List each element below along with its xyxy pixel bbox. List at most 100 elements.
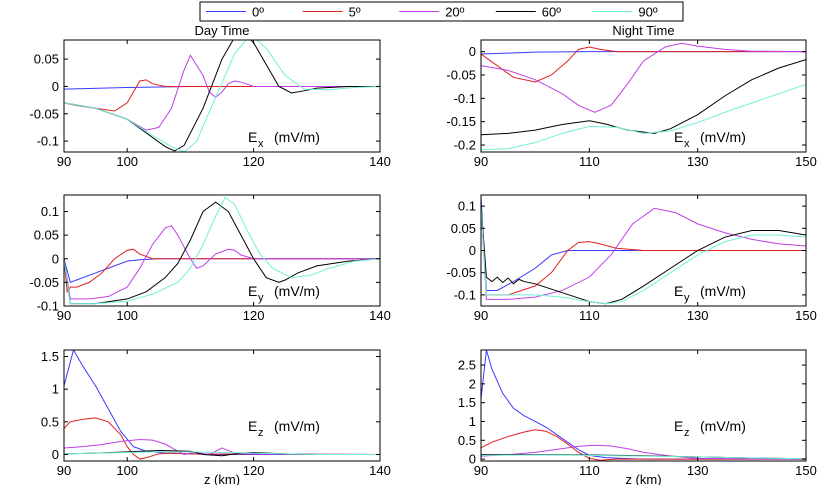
component-subscript: y: [684, 292, 690, 304]
y-tick-label: 0.05: [451, 221, 476, 236]
x-tick-label: 140: [369, 154, 391, 169]
x-tick-label: 100: [116, 154, 138, 169]
plot-frame: [480, 349, 807, 462]
x-tick-label: 90: [474, 154, 488, 169]
legend-label: 90º: [638, 5, 657, 20]
component-symbol: E: [248, 283, 257, 299]
series-group: [64, 350, 380, 460]
component-symbol: E: [248, 129, 257, 145]
component-unit: (mV/m): [274, 129, 320, 145]
panel-3: 90 100 120 140 0.1 0.05 0 -0.05 -0.1 E y (mV/m): [29, 194, 391, 323]
y-tick-label: -0.05: [29, 275, 59, 290]
y-tick-label: 1.5: [458, 395, 476, 410]
plot-frame: [63, 194, 381, 307]
component-unit: (mV/m): [274, 418, 320, 434]
y-tick-label: 0: [52, 251, 59, 266]
x-tick-label: 90: [57, 463, 71, 478]
y-tick-label: -0.05: [446, 265, 476, 280]
y-tick-label: 1: [52, 382, 59, 397]
y-tick-label: 0: [469, 243, 476, 258]
component-subscript: x: [684, 138, 690, 150]
panel-title: Night Time: [612, 23, 674, 38]
y-tick-label: 1.5: [41, 349, 59, 364]
y-tick-label: -0.1: [454, 287, 476, 302]
y-tick-label: 0: [52, 447, 59, 462]
component-symbol: E: [248, 418, 257, 434]
component-symbol: E: [674, 418, 683, 434]
legend-label: 60º: [542, 5, 561, 20]
series-line-4: [481, 206, 806, 305]
x-tick-label: 140: [369, 308, 391, 323]
x-tick-label: 140: [369, 463, 391, 478]
panel-5: 90 100 120 140 1.5 1 0.5 0 E z (mV/m) z (km): [41, 349, 391, 485]
series-line-3: [481, 206, 806, 300]
x-tick-label: 110: [579, 154, 600, 169]
x-tick-label: 90: [474, 308, 488, 323]
series-line-2: [481, 46, 806, 83]
legend-entry: 5º: [302, 5, 361, 20]
y-tick-label: -0.05: [29, 106, 59, 121]
x-tick-label: 150: [795, 154, 817, 169]
y-tick-label: 0: [52, 79, 59, 94]
y-tick-label: 0.5: [458, 433, 476, 448]
component-symbol: E: [674, 129, 683, 145]
plot-frame: [480, 39, 807, 153]
x-tick-label: 150: [795, 308, 817, 323]
panel-2: 90 110 130 150 0 -0.05 -0.1 -0.15 -0.2 Night Time…: [446, 23, 816, 169]
y-tick-label: 0.1: [458, 199, 476, 214]
y-tick-label: 0: [469, 44, 476, 59]
x-axis-label: z (km): [204, 472, 240, 485]
x-tick-label: 130: [687, 308, 709, 323]
x-tick-label: 100: [116, 308, 138, 323]
series-line-1: [481, 197, 806, 291]
series-line-4: [64, 201, 380, 305]
legend-label: 20º: [445, 5, 464, 20]
y-tick-label: 0.1: [41, 204, 59, 219]
panel-6: 90 110 130 150 2.5 2 1.5 1 0.5 0 E z (mV/m) z (km): [458, 349, 817, 485]
y-tick-label: 0.05: [34, 228, 59, 243]
x-tick-label: 90: [57, 154, 71, 169]
series-line-5: [64, 196, 380, 305]
series-group: [481, 197, 806, 305]
y-tick-label: -0.2: [454, 138, 476, 153]
y-tick-label: 0.05: [34, 52, 59, 67]
series-line-3: [64, 438, 380, 455]
series-line-3: [64, 54, 380, 131]
component-subscript: z: [684, 427, 690, 439]
plot-frame: [63, 349, 381, 462]
series-line-2: [64, 417, 380, 460]
series-line-2: [64, 248, 380, 294]
component-unit: (mV/m): [274, 283, 320, 299]
component-subscript: z: [258, 427, 264, 439]
legend-box: [199, 1, 684, 22]
y-tick-label: -0.1: [37, 134, 59, 149]
series-group: [64, 196, 380, 305]
y-tick-label: -0.1: [454, 91, 476, 106]
x-tick-label: 150: [795, 463, 817, 478]
x-tick-label: 120: [243, 308, 265, 323]
series-group: [64, 40, 380, 152]
y-tick-label: 0.5: [41, 414, 59, 429]
legend-entry: 90º: [592, 5, 658, 20]
series-line-3: [481, 42, 806, 113]
series-line-2: [64, 79, 380, 112]
legend: 0º 5º 20º 60º 90º: [199, 1, 684, 22]
series-line-5: [64, 40, 380, 152]
x-tick-label: 130: [687, 463, 709, 478]
legend-entry: 60º: [495, 5, 561, 20]
series-line-2: [481, 206, 806, 296]
series-line-1: [481, 350, 806, 460]
component-unit: (mV/m): [700, 129, 746, 145]
series-line-3: [64, 225, 380, 300]
x-tick-label: 90: [474, 463, 488, 478]
panel-1: 90 100 120 140 0.05 0 -0.05 -0.1 Day Time E x (mV/m…: [29, 23, 390, 169]
y-tick-label: 2: [469, 376, 476, 391]
y-tick-label: 1: [469, 414, 476, 429]
y-tick-label: 0: [469, 452, 476, 467]
